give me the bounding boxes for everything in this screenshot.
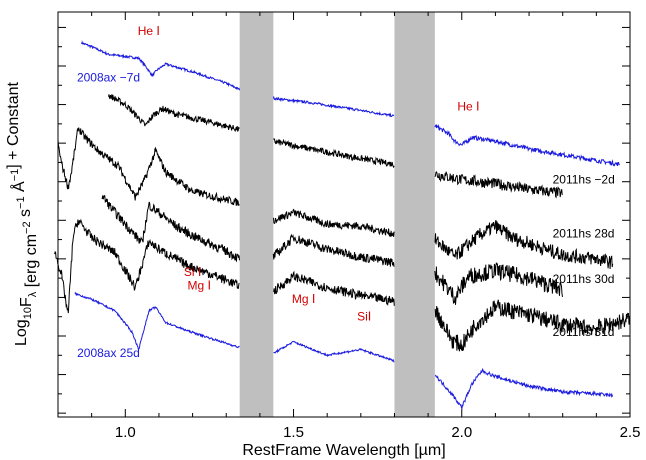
spectrum-label: 2011hs 28d: [553, 227, 615, 241]
x-tick-label: 2.5: [620, 424, 641, 441]
line-id-label: Mg Ⅰ: [292, 292, 316, 306]
y-label-part: [erg cm: [23, 234, 40, 292]
y-label-part: −1: [9, 169, 21, 182]
y-axis-label: Log10Fλ [erg cm−2 s−1 Å−1] + Constant: [5, 81, 40, 346]
spectrum-line-4: [101, 194, 563, 305]
telluric-band-1: [239, 12, 274, 417]
y-label-part: F: [18, 297, 35, 307]
spectrum-label: 2008ax 25d: [77, 346, 140, 360]
y-label-part: λ: [27, 291, 39, 297]
telluric-bands: [239, 12, 435, 417]
series-labels: 2008ax −7d 2011hs −2d 2011hs 28d 2011hs 30d…: [77, 70, 615, 360]
telluric-band-2: [394, 12, 435, 417]
line-id-label: He Ⅰ: [457, 99, 479, 113]
x-tick-label: 1.5: [283, 424, 304, 441]
x-tick-label: 2.0: [451, 424, 472, 441]
spectrum-label: 2011hs 30d: [553, 272, 615, 286]
line-id-label: Mg Ⅰ: [188, 279, 212, 293]
spectrum-line-3: [57, 127, 614, 270]
spectra-series: [54, 40, 630, 411]
spectrum-line-5: [54, 218, 630, 352]
spectrum-line-6: [74, 291, 614, 411]
y-label-part: Log: [13, 319, 30, 346]
y-label-part: 10: [22, 307, 34, 319]
spectrum-label: 2011hs −2d: [553, 173, 615, 187]
y-label-part: s: [17, 209, 34, 221]
spectrum-label: 2008ax −7d: [77, 70, 140, 84]
spectrum-line-2: [108, 94, 563, 199]
line-id-label: Si Ⅰ: [184, 265, 202, 279]
line-id-label: SiⅠ: [357, 310, 371, 324]
y-label-part: Å: [9, 181, 28, 196]
axis-ticks: 1.0 1.5 2.0 2.5: [57, 12, 641, 441]
y-label-part: −2: [21, 221, 33, 234]
y-label-part: ] + Constant: [5, 81, 22, 168]
y-label-part: −1: [15, 196, 27, 209]
line-id-label: He Ⅰ: [138, 24, 160, 38]
x-axis-label: RestFrame Wavelength [µm]: [242, 442, 445, 459]
spectrum-label: 2011hs 31d: [553, 325, 615, 339]
spectrum-line-1: [81, 40, 620, 167]
x-tick-label: 1.0: [115, 424, 136, 441]
plot-frame: [57, 11, 631, 418]
